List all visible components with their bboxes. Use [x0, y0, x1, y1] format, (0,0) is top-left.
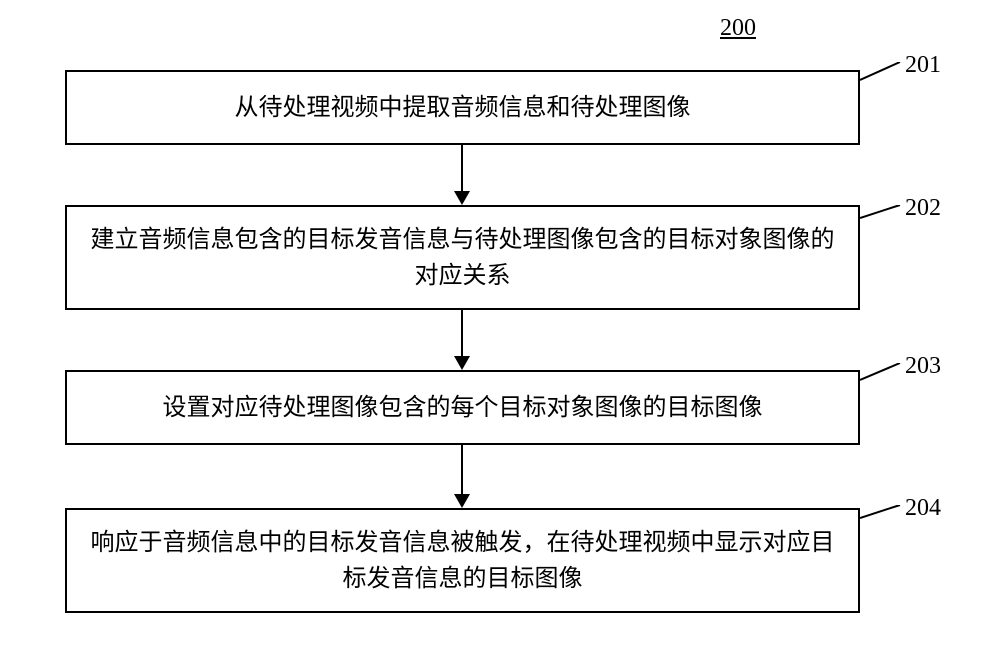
step-text-203: 设置对应待处理图像包含的每个目标对象图像的目标图像 — [163, 390, 763, 426]
arrow-203-204 — [461, 445, 463, 508]
step-text-204: 响应于音频信息中的目标发音信息被触发，在待处理视频中显示对应目标发音信息的目标图… — [87, 525, 838, 597]
leader-line-203 — [860, 363, 902, 382]
step-label-201: 201 — [905, 52, 941, 79]
step-text-201: 从待处理视频中提取音频信息和待处理图像 — [235, 90, 691, 126]
leader-line-202 — [860, 205, 902, 220]
step-box-201: 从待处理视频中提取音频信息和待处理图像 — [65, 70, 860, 145]
arrow-202-203 — [461, 310, 463, 370]
step-label-204: 204 — [905, 495, 941, 522]
leader-line-204 — [860, 505, 902, 520]
leader-line-201 — [860, 62, 902, 82]
step-box-202: 建立音频信息包含的目标发音信息与待处理图像包含的目标对象图像的对应关系 — [65, 205, 860, 310]
flowchart-diagram: 200 从待处理视频中提取音频信息和待处理图像 201 建立音频信息包含的目标发… — [0, 0, 1000, 669]
diagram-title: 200 — [720, 15, 756, 42]
step-label-202: 202 — [905, 195, 941, 222]
arrow-201-202 — [461, 145, 463, 205]
step-box-204: 响应于音频信息中的目标发音信息被触发，在待处理视频中显示对应目标发音信息的目标图… — [65, 508, 860, 613]
step-label-203: 203 — [905, 353, 941, 380]
step-box-203: 设置对应待处理图像包含的每个目标对象图像的目标图像 — [65, 370, 860, 445]
title-text: 200 — [720, 15, 756, 41]
step-text-202: 建立音频信息包含的目标发音信息与待处理图像包含的目标对象图像的对应关系 — [87, 222, 838, 294]
